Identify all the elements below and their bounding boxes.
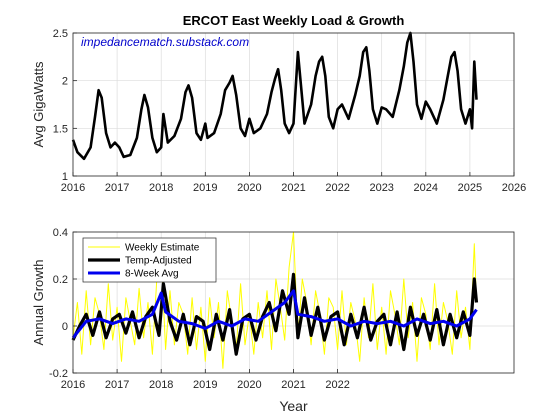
8-week-avg-line	[71, 289, 478, 339]
x-tick-label: 2022	[325, 182, 349, 194]
top-x-ticks: 2016 2017 2018 2019 2020 2021 2022 2023 2024 2025…	[61, 172, 526, 194]
legend-entry-label: Weekly Estimate	[125, 243, 200, 254]
top-chart-title: ERCOT East Weekly Load & Growth	[183, 13, 405, 28]
bottom-axes: 2016 2017 2018 2019 2020 2021 2022 -0.2 0 0.2 0.4…	[31, 227, 515, 414]
legend: Weekly Estimate Temp-Adjusted 8-Week Avg	[82, 237, 217, 283]
x-tick-label: 2024	[414, 182, 438, 194]
y-tick-label: 1	[62, 171, 68, 183]
x-tick-label: 2020	[237, 379, 261, 391]
y-tick-label: 2	[62, 76, 68, 88]
x-tick-label: 2021	[281, 379, 305, 391]
y-tick-label: 2.5	[53, 28, 68, 40]
y-tick-label: 0.4	[53, 227, 68, 239]
x-tick-label: 2023	[369, 182, 393, 194]
x-tick-label: 2016	[61, 182, 85, 194]
watermark-annotation: impedancematch.substack.com	[81, 35, 249, 49]
top-series	[71, 31, 478, 161]
load-line	[71, 31, 478, 161]
x-tick-label: 2019	[193, 182, 217, 194]
x-tick-label: 2016	[61, 379, 85, 391]
x-tick-label: 2020	[237, 182, 261, 194]
top-y-ticks: 1 1.5 2 2.5	[53, 28, 77, 183]
x-tick-label: 2018	[149, 379, 173, 391]
y-tick-label: -0.2	[49, 368, 68, 380]
bottom-x-ticks: 2016 2017 2018 2019 2020 2021 2022	[61, 369, 350, 391]
x-tick-label: 2017	[105, 379, 129, 391]
y-tick-label: 0	[62, 321, 68, 333]
x-tick-label: 2019	[193, 379, 217, 391]
y-tick-label: 1.5	[53, 123, 68, 135]
x-tick-label: 2022	[325, 379, 349, 391]
x-tick-label: 2021	[281, 182, 305, 194]
legend-entry-label: 8-Week Avg	[125, 269, 179, 280]
bottom-x-axis-label: Year	[279, 398, 308, 414]
bottom-series	[71, 231, 479, 369]
bottom-y-ticks: -0.2 0 0.2 0.4	[49, 227, 77, 380]
x-tick-label: 2026	[502, 182, 526, 194]
x-tick-label: 2025	[458, 182, 482, 194]
top-axes: 2016 2017 2018 2019 2020 2021 2022 2023 2024 2025…	[31, 13, 526, 194]
bottom-y-axis-label: Annual Growth	[31, 260, 46, 346]
top-y-axis-label: Avg GigaWatts	[31, 61, 46, 147]
x-tick-label: 2017	[105, 182, 129, 194]
legend-entry-label: Temp-Adjusted	[125, 256, 192, 267]
y-tick-label: 0.2	[53, 274, 68, 286]
x-tick-label: 2018	[149, 182, 173, 194]
